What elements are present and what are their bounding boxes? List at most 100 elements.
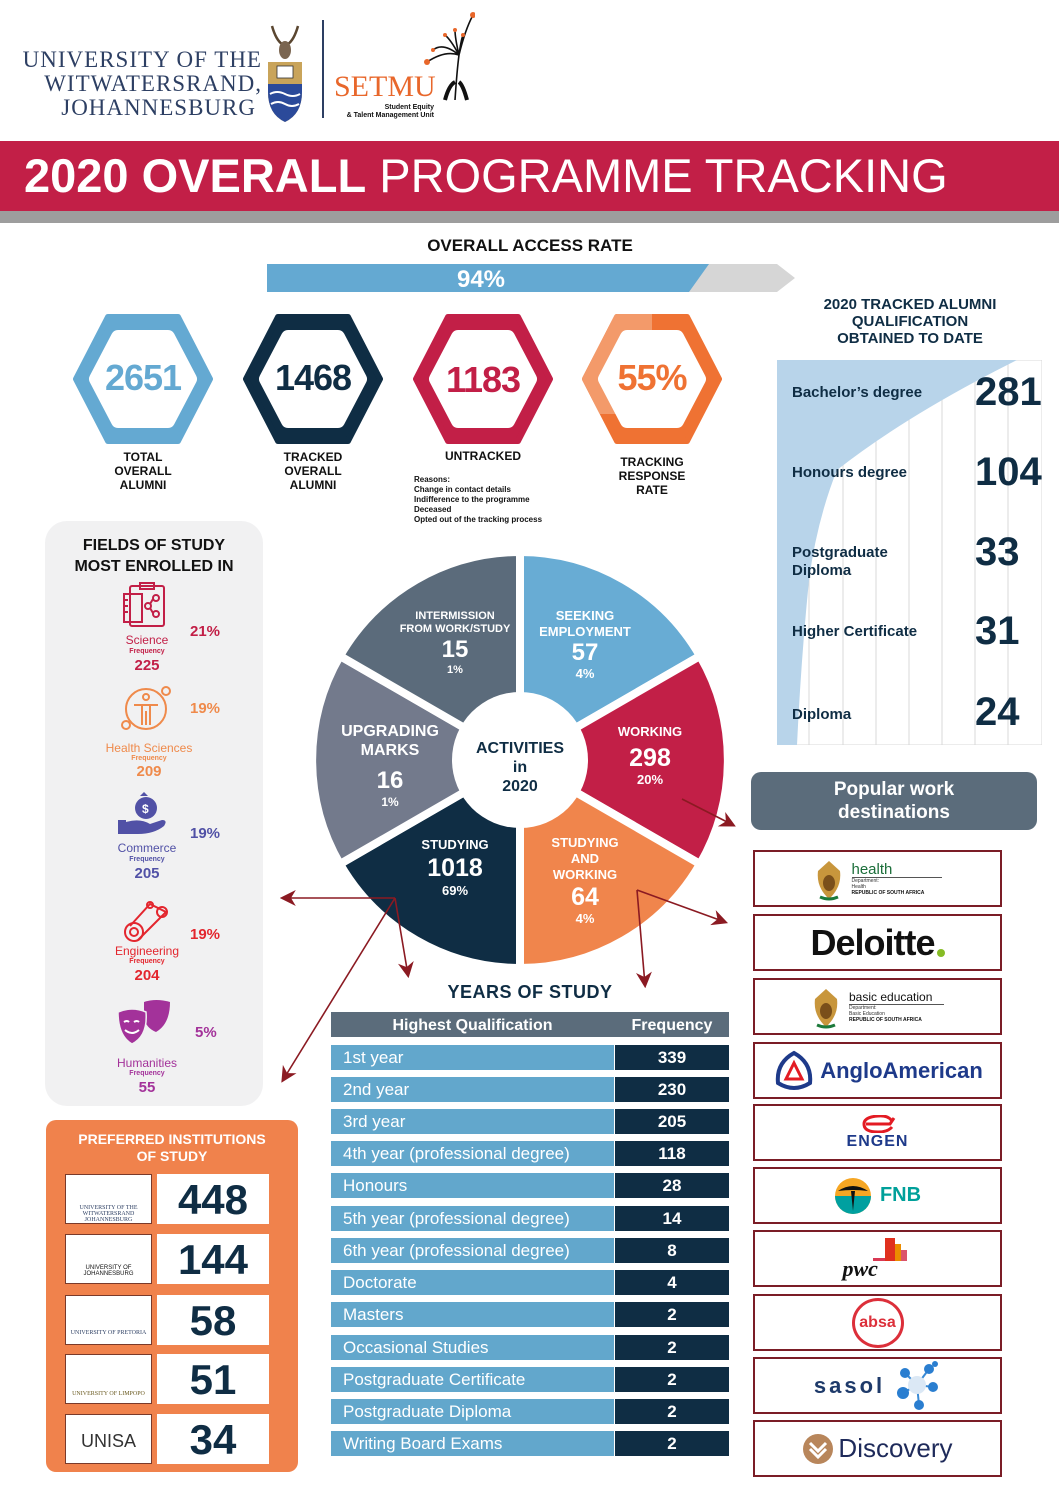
segment-label: EMPLOYMENT bbox=[539, 624, 631, 639]
title-line: OBTAINED TO DATE bbox=[837, 330, 983, 347]
label-line: Higher Certificate bbox=[792, 623, 918, 640]
deloitte-dot-icon bbox=[936, 948, 945, 957]
institution-ul-value: 51 bbox=[157, 1354, 269, 1404]
hexagon-untracked-icon bbox=[413, 314, 553, 444]
segment-percent: 1% bbox=[447, 664, 463, 676]
title-line: destinations bbox=[838, 802, 950, 823]
employer-engen: ENGEN bbox=[753, 1104, 1002, 1161]
anglo-american-logo-icon bbox=[776, 1050, 813, 1090]
title-line: QUALIFICATION bbox=[851, 313, 969, 330]
years-of-study-title: YEARS OF STUDY bbox=[447, 982, 613, 1002]
hexagon-response-icon bbox=[582, 314, 722, 444]
engen-logo-icon bbox=[861, 1114, 895, 1133]
deloitte-wordmark: Deloitte bbox=[810, 921, 935, 963]
table-row: Occasional Studies 2 bbox=[331, 1335, 729, 1360]
label-line: RESPONSE bbox=[618, 469, 686, 483]
qual-value-honours: 104 bbox=[975, 450, 1042, 494]
table-row: 4th year (professional degree) 118 bbox=[331, 1141, 729, 1166]
table-row: Honours 28 bbox=[331, 1173, 729, 1198]
qual-label-bachelors: Bachelor’s degree bbox=[792, 384, 922, 402]
setmu-sub-2: & Talent Management Unit bbox=[346, 112, 434, 119]
person-health-icon bbox=[121, 686, 171, 730]
segment-studying: STUDYING 1018 69% bbox=[405, 837, 505, 899]
hexagon-tracked-icon bbox=[243, 314, 383, 444]
row-qualification: 5th year (professional degree) bbox=[331, 1206, 614, 1231]
segment-value: 64 bbox=[571, 883, 599, 911]
label-line: ALUMNI bbox=[289, 478, 337, 492]
employer-health-text: health Department: Health REPUBLIC OF SO… bbox=[851, 862, 942, 896]
pie-center-label: ACTIVITIES in 2020 bbox=[455, 739, 585, 796]
label-line: ALUMNI bbox=[119, 478, 167, 492]
frequency-label: Frequency bbox=[129, 856, 165, 863]
center-line: in bbox=[512, 759, 528, 776]
row-frequency: 2 bbox=[615, 1302, 729, 1327]
frequency-label: Frequency bbox=[129, 1070, 165, 1077]
segment-percent: 4% bbox=[575, 666, 595, 681]
stat-untracked-label: UNTRACKED bbox=[413, 449, 553, 463]
institution-wits-value: 448 bbox=[157, 1174, 269, 1224]
table-header: Highest Qualification Frequency bbox=[331, 1012, 729, 1037]
row-qualification: 2nd year bbox=[331, 1077, 614, 1102]
row-frequency: 14 bbox=[615, 1206, 729, 1231]
field-engineering-name: Engineering bbox=[114, 944, 180, 958]
anglo-wordmark: AngloAmerican bbox=[820, 1057, 983, 1083]
field-science-name: Science bbox=[125, 633, 169, 647]
frequency-label: Frequency bbox=[131, 755, 167, 762]
row-qualification: Honours bbox=[331, 1173, 614, 1198]
sa-coat-of-arms-icon bbox=[814, 988, 838, 1028]
sa-coat-of-arms-icon bbox=[817, 860, 840, 900]
segment-label: WORKING bbox=[617, 724, 683, 739]
row-qualification: 1st year bbox=[331, 1045, 614, 1070]
title-regular: PROGRAMME TRACKING bbox=[379, 149, 948, 202]
fnb-wordmark: FNB bbox=[879, 1184, 922, 1206]
qual-label-honours: Honours degree bbox=[792, 464, 907, 482]
qualifications-area-chart bbox=[777, 360, 1042, 745]
segment-seeking: SEEKING EMPLOYMENT 57 4% bbox=[525, 608, 645, 682]
institution-up-value: 58 bbox=[157, 1295, 269, 1345]
employer-absa: absa bbox=[753, 1294, 1002, 1351]
row-frequency: 8 bbox=[615, 1238, 729, 1263]
field-commerce-frequency: 205 bbox=[134, 865, 160, 882]
row-qualification: Postgraduate Diploma bbox=[331, 1399, 614, 1424]
segment-percent: 20% bbox=[636, 772, 664, 787]
center-line: ACTIVITIES bbox=[475, 740, 564, 757]
ul-logo: UNIVERSITY OF LIMPOPO bbox=[65, 1354, 152, 1404]
label-line: TRACKED bbox=[283, 450, 343, 464]
table-row: 3rd year 205 bbox=[331, 1109, 729, 1134]
title-line: OF STUDY bbox=[136, 1148, 208, 1164]
stat-response-label: TRACKING RESPONSE RATE bbox=[582, 455, 722, 497]
reasons-heading: Reasons: bbox=[414, 475, 451, 484]
row-frequency: 28 bbox=[615, 1173, 729, 1198]
access-rate-value: 94% bbox=[456, 266, 506, 293]
stat-total-value: 2651 bbox=[104, 357, 182, 398]
sasol-wordmark: sasol bbox=[813, 1372, 886, 1398]
segment-intermission: INTERMISSION FROM WORK/STUDY 15 1% bbox=[375, 610, 535, 677]
row-frequency: 230 bbox=[615, 1077, 729, 1102]
employer-health: health Department: Health REPUBLIC OF SO… bbox=[753, 850, 1002, 907]
table-row: 1st year 339 bbox=[331, 1045, 729, 1070]
row-frequency: 4 bbox=[615, 1270, 729, 1295]
row-frequency: 2 bbox=[615, 1335, 729, 1360]
employer-sub: Health bbox=[851, 883, 866, 890]
label-line: Postgraduate bbox=[792, 544, 888, 561]
qual-label-pgdip: Postgraduate Diploma bbox=[792, 544, 888, 580]
setmu-sub-1: Student Equity bbox=[384, 104, 434, 111]
segment-upgrading: UPGRADING MARKS 16 1% bbox=[330, 722, 450, 808]
field-health-name: Health Sciences bbox=[105, 741, 193, 755]
field-health-percent: 19% bbox=[190, 700, 221, 717]
field-humanities-name: Humanities bbox=[116, 1056, 178, 1070]
fnb-tree-logo-icon bbox=[834, 1177, 871, 1214]
label-line: TOTAL bbox=[123, 450, 163, 464]
table-row: 5th year (professional degree) 14 bbox=[331, 1206, 729, 1231]
title-line: 2020 TRACKED ALUMNI bbox=[823, 296, 997, 313]
employer-sub: REPUBLIC OF SOUTH AFRICA bbox=[849, 1016, 922, 1023]
row-qualification: Occasional Studies bbox=[331, 1335, 614, 1360]
stat-response-value: 55% bbox=[617, 357, 687, 398]
theatre-masks-icon bbox=[117, 1000, 170, 1045]
employer-sasol: sasol bbox=[753, 1357, 1002, 1414]
money-hand-icon: $ bbox=[118, 792, 166, 834]
label-line: Honours degree bbox=[792, 464, 908, 481]
table-row: Writing Board Exams 2 bbox=[331, 1431, 729, 1456]
segment-label: STUDYING bbox=[421, 837, 489, 852]
segment-working: WORKING 298 20% bbox=[600, 724, 700, 788]
